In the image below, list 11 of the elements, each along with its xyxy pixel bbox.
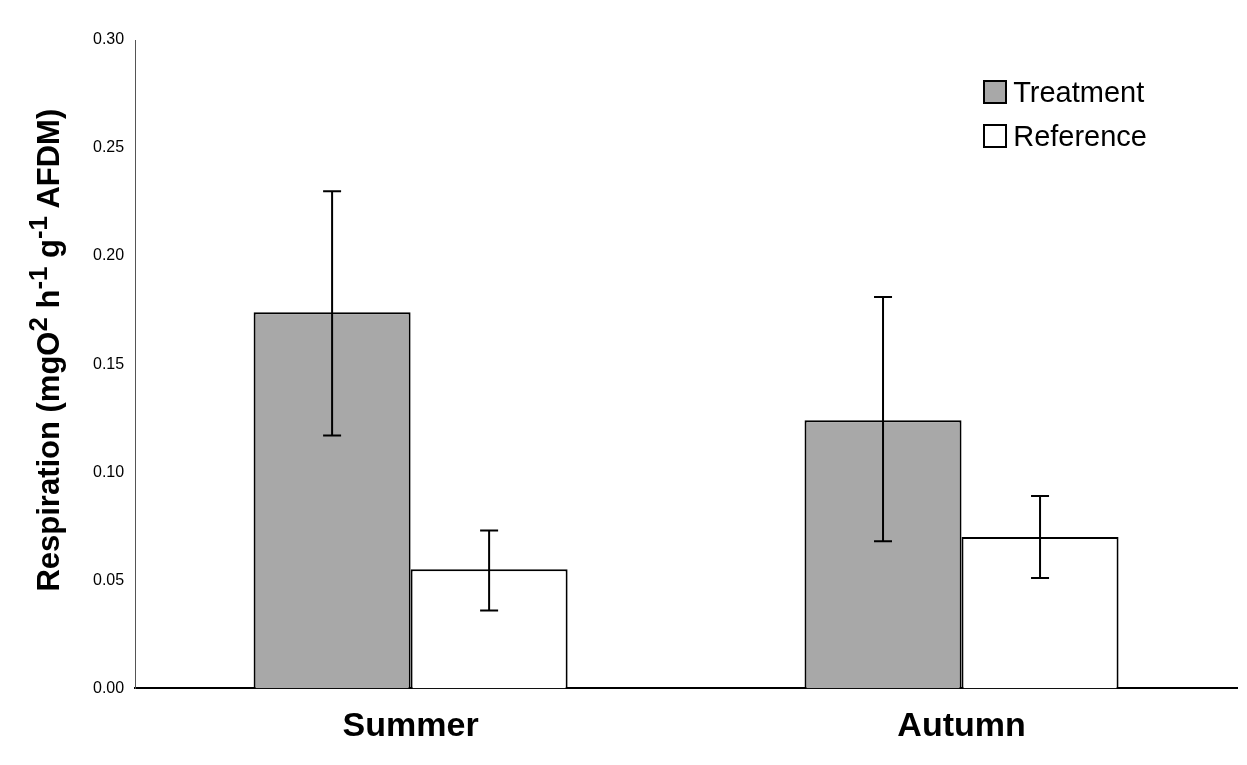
x-tick-label: Summer bbox=[342, 704, 479, 743]
y-tick-label: 0.20 bbox=[93, 246, 125, 264]
y-tick-label: 0.30 bbox=[93, 30, 125, 48]
text: Reference bbox=[1013, 119, 1147, 154]
y-tick-label: 0.00 bbox=[93, 678, 125, 696]
legend-label: Treatment bbox=[1013, 75, 1145, 110]
y-tick-label: 0.10 bbox=[93, 462, 125, 480]
y-tick-label: 0.25 bbox=[93, 138, 125, 156]
x-tick-label: Autumn bbox=[897, 704, 1026, 743]
y-tick-label: 0.05 bbox=[93, 570, 125, 588]
y-tick-label: 0.15 bbox=[93, 354, 125, 372]
